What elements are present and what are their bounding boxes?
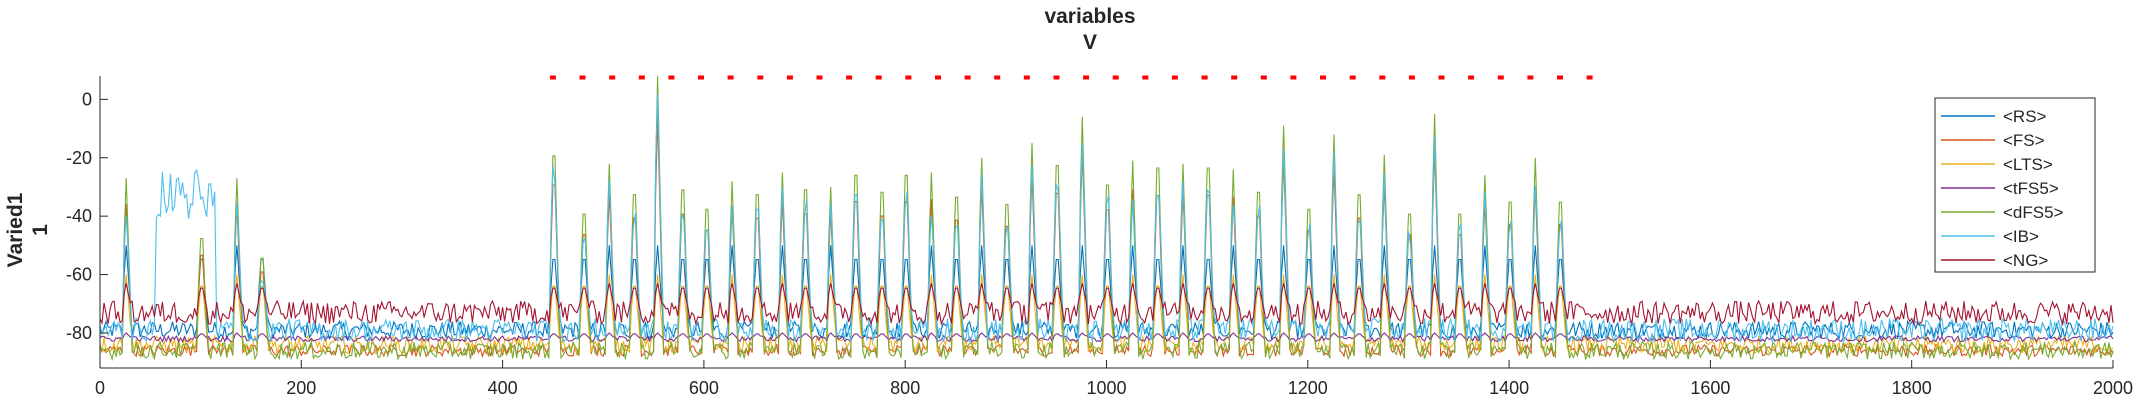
y-axis-label-2: 1 — [29, 224, 52, 236]
series-line-lts — [99, 274, 2114, 355]
x-tick-label: 0 — [95, 378, 105, 398]
legend-label: <IB> — [2003, 227, 2039, 246]
marker-dot — [816, 75, 823, 80]
y-tick-label: 0 — [82, 89, 92, 109]
series-line-ib — [99, 94, 2114, 344]
x-tick-label: 2000 — [2093, 378, 2133, 398]
marker-dot — [609, 75, 616, 80]
x-tick-label: 400 — [488, 378, 518, 398]
marker-row — [549, 75, 1593, 80]
marker-dot — [1142, 75, 1149, 80]
marker-dot — [698, 75, 704, 80]
legend-label: <dFS5> — [2003, 203, 2064, 222]
marker-dot — [1586, 75, 1593, 80]
marker-dot — [1231, 75, 1238, 80]
marker-dot — [1497, 75, 1504, 80]
legend-label: <RS> — [2003, 107, 2047, 126]
marker-dot — [1379, 75, 1386, 80]
marker-dot — [638, 75, 645, 80]
marker-dot — [1260, 75, 1267, 80]
y-tick-label: -80 — [66, 323, 92, 343]
y-axis-label: Varied1 — [4, 192, 27, 267]
marker-dot — [757, 75, 764, 80]
marker-dot — [579, 75, 586, 80]
marker-dot — [1171, 75, 1178, 80]
marker-dot — [549, 75, 556, 80]
y-tick-label: -20 — [66, 148, 92, 168]
marker-dot — [994, 75, 1001, 80]
marker-dot — [964, 75, 971, 80]
series-line-dfs5 — [99, 75, 2114, 362]
marker-dot — [1468, 75, 1475, 80]
y-tick-label: -60 — [66, 265, 92, 285]
legend-label: <tFS5> — [2003, 179, 2059, 198]
x-tick-label: 1200 — [1288, 378, 1328, 398]
series-line-tfs5 — [99, 332, 2114, 344]
x-tick-label: 1400 — [1489, 378, 1529, 398]
marker-dot — [1408, 75, 1415, 80]
chart-subtitle: V — [1083, 31, 1097, 54]
y-tick-label: -40 — [66, 206, 92, 226]
marker-dot — [1023, 75, 1030, 80]
x-tick-label: 200 — [286, 378, 316, 398]
x-tick-label: 600 — [689, 378, 719, 398]
marker-dot — [875, 75, 882, 80]
marker-dot — [1053, 75, 1060, 80]
marker-dot — [727, 75, 734, 80]
x-tick-label: 1800 — [1892, 378, 1932, 398]
marker-dot — [668, 75, 675, 80]
marker-dot — [1201, 75, 1208, 80]
marker-dot — [1290, 75, 1297, 80]
x-tick-label: 1000 — [1086, 378, 1126, 398]
marker-dot — [1349, 75, 1356, 80]
legend: <RS> <FS> <LTS> <tFS5> <dFS5> <IB> <NG> — [1934, 97, 2096, 273]
axes: 0 200 400 600 800 1000 1200 1400 1600 1800 2000 0 -2… — [66, 76, 2133, 398]
plot-series — [99, 75, 2114, 362]
marker-dot — [786, 75, 793, 80]
marker-dot — [1438, 75, 1445, 80]
marker-dot — [846, 75, 853, 80]
marker-dot — [1557, 75, 1563, 80]
marker-dot — [935, 75, 941, 80]
legend-box — [1934, 97, 2096, 273]
x-tick-label: 800 — [890, 378, 920, 398]
legend-label: <LTS> — [2003, 155, 2053, 174]
marker-dot — [1320, 75, 1326, 80]
chart-title: variables — [1044, 5, 1135, 28]
marker-dot — [1112, 75, 1119, 80]
series-line-ng — [99, 283, 2114, 327]
marker-dot — [1083, 75, 1090, 80]
x-tick-label: 1600 — [1690, 378, 1730, 398]
marker-dot — [1527, 75, 1534, 80]
legend-label: <FS> — [2003, 131, 2045, 150]
legend-label: <NG> — [2003, 251, 2048, 270]
marker-dot — [905, 75, 912, 80]
